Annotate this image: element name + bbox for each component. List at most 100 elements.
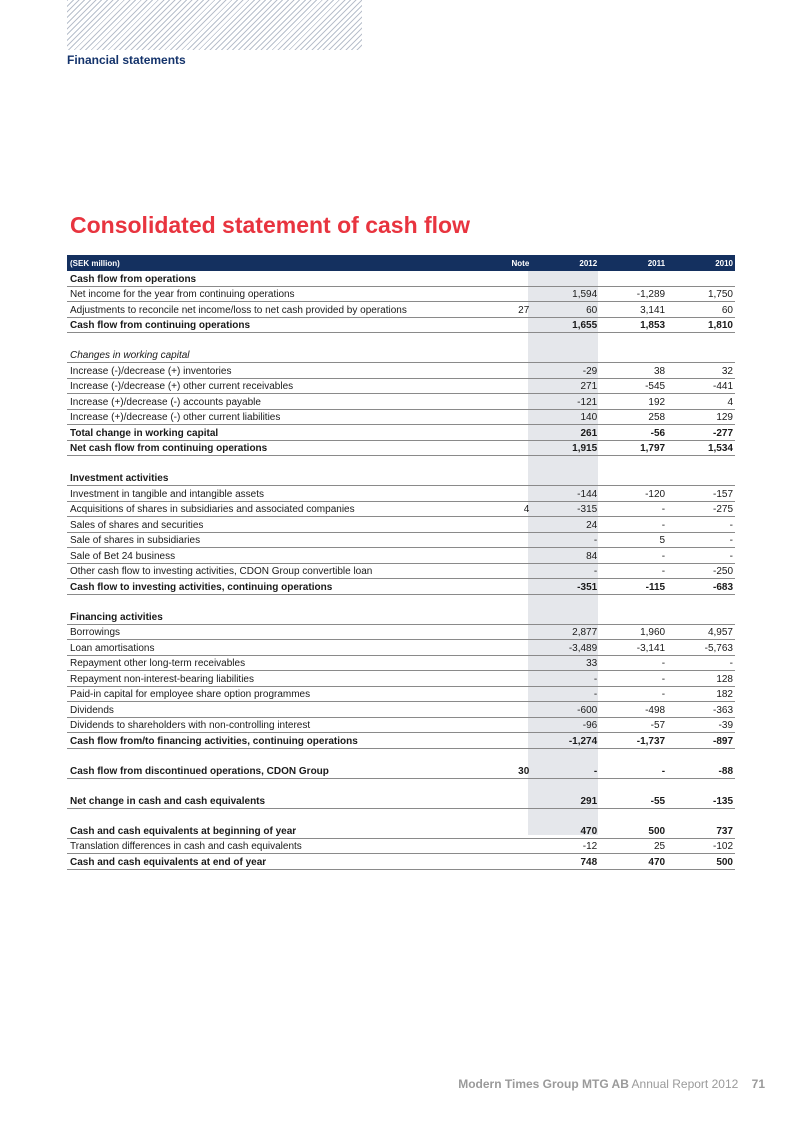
row-label: Increase (+)/decrease (-) other current … [70, 412, 281, 423]
row-value-2011: - [661, 689, 666, 700]
row-value-2010: 128 [716, 673, 733, 685]
row-value-2011: 3,141 [640, 304, 666, 316]
row-label: Cash flow from/to financing activities, … [70, 735, 358, 747]
row-label: Dividends [70, 704, 114, 716]
row-value-2011: 1,960 [640, 627, 666, 638]
row-value-2012: - [593, 765, 598, 777]
header-year-2012: 2012 [579, 258, 598, 268]
row-label: Translation differences in cash and cash… [70, 841, 302, 852]
row-note: 30 [518, 765, 530, 777]
row-value-2012: -12 [582, 841, 598, 852]
row-value-2010: -88 [718, 765, 733, 777]
row-value-2011: -120 [645, 488, 666, 500]
row-value-2011: 5 [659, 535, 666, 546]
row-label: Sales of shares and securities [70, 519, 204, 531]
row-value-2010: 182 [716, 689, 733, 700]
page-title: Consolidated statement of cash flow [70, 212, 470, 238]
row-value-2010: -157 [712, 488, 733, 500]
cash-flow-table: (SEK million) Note 2012 2011 2010 Cash f… [67, 255, 735, 870]
table-row: Cash flow from/to financing activities, … [67, 733, 735, 749]
row-value-2010: 500 [716, 856, 733, 868]
row-value-2012: 24 [586, 519, 598, 531]
row-label: Paid-in capital for employee share optio… [70, 689, 311, 700]
row-value-2012: 140 [580, 412, 598, 423]
table-row: Net cash flow from continuing operations… [67, 441, 735, 456]
row-value-2011: 500 [648, 825, 666, 837]
row-value-2012: 84 [586, 550, 598, 562]
row-value-2010: - [729, 519, 733, 531]
row-value-2010: -135 [712, 795, 733, 807]
row-label: Sale of shares in subsidiaries [70, 535, 201, 546]
row-label: Financing activities [70, 611, 163, 623]
row-value-2011: 1,797 [640, 443, 666, 454]
table-row: Financing activities [67, 609, 735, 625]
header-hatch-pattern [67, 0, 362, 50]
table-row: Cash flow to investing activities, conti… [67, 579, 735, 595]
table-row: Other cash flow to investing activities,… [67, 564, 735, 579]
row-note: 4 [523, 504, 530, 515]
row-value-2010: 129 [716, 412, 733, 423]
row-value-2010: 4,957 [707, 627, 733, 638]
table-row: Investment activities [67, 471, 735, 486]
row-label: Borrowings [70, 627, 121, 638]
row-value-2011: -3,141 [636, 642, 666, 654]
row-value-2010: 4 [727, 396, 733, 408]
row-label: Cash and cash equivalents at beginning o… [70, 825, 297, 837]
row-value-2012: 1,915 [572, 443, 598, 454]
row-value-2011: 1,853 [640, 320, 666, 331]
row-value-2012: 60 [586, 304, 598, 316]
row-value-2012: -144 [577, 488, 598, 500]
row-value-2010: -5,763 [704, 642, 733, 654]
table-row: Acquisitions of shares in subsidiaries a… [67, 502, 735, 517]
row-value-2012: -1,274 [568, 735, 598, 747]
row-value-2011: - [661, 550, 666, 562]
table-row: Dividends to shareholders with non-contr… [67, 718, 735, 733]
row-value-2012: 748 [580, 856, 598, 868]
row-label: Changes in working capital [70, 350, 190, 361]
row-value-2010: 1,750 [707, 289, 733, 300]
row-value-2012: -121 [577, 396, 598, 408]
row-value-2011: -1,737 [636, 735, 666, 747]
footer-company: Modern Times Group MTG AB [458, 1077, 629, 1091]
row-value-2010: -363 [712, 704, 733, 716]
row-value-2011: -498 [645, 704, 666, 716]
row-value-2012: - [593, 566, 598, 577]
row-value-2010: -275 [712, 504, 733, 515]
row-value-2012: -3,489 [568, 642, 598, 654]
row-value-2011: - [661, 519, 666, 531]
row-label: Sale of Bet 24 business [70, 550, 176, 562]
row-value-2011: 258 [648, 412, 666, 423]
header-year-2011: 2011 [647, 258, 666, 268]
page-footer: Modern Times Group MTG AB Annual Report … [458, 1077, 765, 1091]
row-label: Investment activities [70, 473, 169, 484]
row-value-2010: -39 [718, 720, 733, 731]
row-value-2012: 2,877 [572, 627, 598, 638]
header-unit: (SEK million) [70, 258, 120, 268]
row-value-2011: - [661, 504, 666, 515]
row-label: Loan amortisations [70, 642, 155, 654]
table-row: Loan amortisations -3,489 -3,141 -5,763 [67, 640, 735, 656]
row-value-2010: 737 [716, 825, 733, 837]
row-label: Repayment other long-term receivables [70, 658, 246, 669]
table-header-row: (SEK million) Note 2012 2011 2010 [67, 255, 735, 271]
row-label: Repayment non-interest-bearing liabiliti… [70, 673, 254, 685]
table-row: Dividends -600 -498 -363 [67, 702, 735, 718]
table-row: Net change in cash and cash equivalents 2… [67, 793, 735, 809]
row-value-2010: -897 [712, 735, 733, 747]
row-label: Cash flow to investing activities, conti… [70, 581, 333, 593]
row-value-2011: - [661, 673, 666, 685]
row-value-2012: 271 [580, 381, 598, 392]
row-label: Acquisitions of shares in subsidiaries a… [70, 504, 355, 515]
table-body: Cash flow from operations Net income for … [67, 271, 735, 870]
row-value-2011: - [661, 566, 666, 577]
row-value-2011: 470 [648, 856, 666, 868]
table-row: Increase (+)/decrease (-) other current … [67, 410, 735, 425]
header-year-2010: 2010 [715, 258, 733, 268]
row-value-2011: -55 [650, 795, 666, 807]
table-row: Translation differences in cash and cash… [67, 839, 735, 854]
row-value-2010: - [729, 550, 733, 562]
row-value-2010: -277 [712, 427, 733, 439]
row-value-2010: 1,810 [707, 320, 733, 331]
row-value-2012: -315 [577, 504, 598, 515]
row-value-2010: -683 [712, 581, 733, 593]
